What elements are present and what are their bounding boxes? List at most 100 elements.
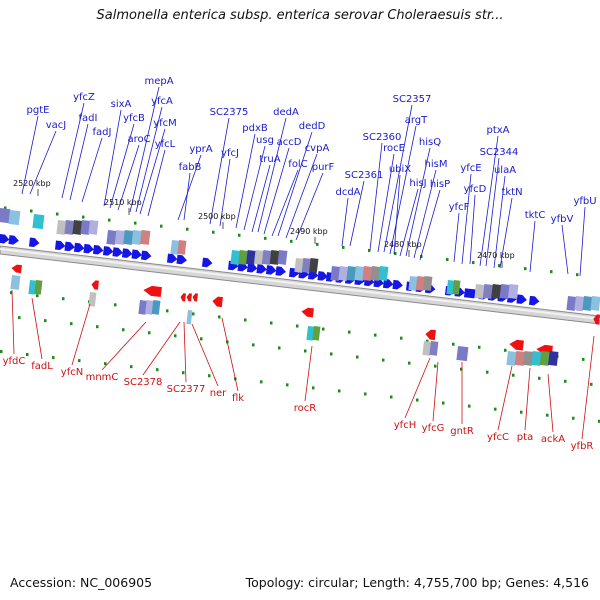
scale-label: 2500 kbp xyxy=(198,212,236,221)
top-gene-label: argT xyxy=(405,115,428,126)
minor-tick xyxy=(498,264,501,268)
bottom-gene-label: yfcG xyxy=(422,423,445,434)
gene-annotation-block xyxy=(590,296,600,311)
map-title: Salmonella enterica subsp. enterica sero… xyxy=(96,8,504,23)
gene-annotation-block xyxy=(246,249,257,265)
gene-leader-line xyxy=(547,373,554,433)
gene-annotation-block xyxy=(446,280,455,295)
backbone-highlight xyxy=(0,248,600,320)
minor-tick xyxy=(590,382,593,386)
gene-annotation-block xyxy=(294,258,304,273)
top-gene-label: fadJ xyxy=(93,127,112,138)
gene-annotation-block xyxy=(28,280,37,295)
gene-leader-line xyxy=(257,117,287,233)
gene-leader-line xyxy=(497,365,513,431)
top-gene-label: yfcD xyxy=(464,184,487,195)
top-gene-label: yprA xyxy=(189,144,212,155)
gene-leader-line xyxy=(581,335,595,440)
top-gene-label: yfcB xyxy=(123,113,145,124)
minor-tick xyxy=(286,383,289,387)
top-gene-label: ptxA xyxy=(486,125,509,136)
minor-tick xyxy=(312,386,315,390)
top-gene-label: aroC xyxy=(127,134,150,145)
gene-leader-line xyxy=(479,135,499,267)
minor-tick xyxy=(156,368,159,372)
gene-leader-line xyxy=(493,175,506,269)
forward-gene-arrow xyxy=(275,266,286,276)
minor-tick xyxy=(192,312,195,316)
gene-annotation-block xyxy=(10,275,21,290)
forward-gene-arrow xyxy=(392,279,403,290)
gene-annotation-block xyxy=(548,351,559,366)
minor-tick xyxy=(122,328,125,332)
bottom-gene-label: yfdC xyxy=(3,356,26,367)
reverse-gene-arrow xyxy=(143,285,162,298)
gene-annotation-block xyxy=(123,230,134,245)
genome-summary: Topology: circular; Length: 4,755,700 bp… xyxy=(245,575,589,590)
gene-leader-line xyxy=(413,169,437,259)
bottom-gene-label: yfcN xyxy=(61,367,83,378)
forward-gene-arrow xyxy=(166,253,178,264)
bottom-gene-label: SC2378 xyxy=(124,377,163,388)
gene-annotation-block xyxy=(330,266,341,281)
top-gene-label: yfcM xyxy=(153,118,177,129)
minor-tick xyxy=(394,251,397,255)
gene-leader-line xyxy=(295,172,324,241)
gene-leader-line xyxy=(61,102,85,199)
gene-leader-line xyxy=(524,367,531,431)
minor-tick xyxy=(244,318,247,322)
gene-leader-line xyxy=(432,361,439,422)
top-gene-label: yfcE xyxy=(460,163,481,174)
gene-leader-line xyxy=(271,169,299,237)
top-gene-label: hisQ xyxy=(419,137,441,148)
gene-annotation-block xyxy=(88,292,97,307)
forward-gene-arrow xyxy=(201,257,213,268)
forward-gene-arrow xyxy=(92,244,104,255)
top-gene-label: yfcL xyxy=(155,139,176,150)
gene-annotation-block xyxy=(138,299,148,315)
gene-annotation-block xyxy=(456,346,469,362)
gene-leader-line xyxy=(183,172,191,221)
gene-annotation-block xyxy=(64,220,75,235)
minor-tick xyxy=(62,297,65,301)
minor-tick xyxy=(160,224,163,228)
gene-annotation-block xyxy=(370,266,381,281)
bottom-gene-label: SC2377 xyxy=(167,384,206,395)
top-gene-label: hisP xyxy=(430,179,450,190)
minor-tick xyxy=(96,325,99,329)
gene-leader-line xyxy=(103,109,122,207)
gene-leader-line xyxy=(142,321,181,376)
forward-gene-arrow xyxy=(516,294,527,304)
minor-tick xyxy=(504,348,507,352)
top-gene-label: ubiX xyxy=(389,164,411,175)
minor-tick xyxy=(446,258,449,262)
minor-tick xyxy=(550,270,553,274)
forward-gene-arrow xyxy=(140,250,152,261)
bottom-gene-label: flk xyxy=(232,393,244,404)
reverse-gene-arrow xyxy=(11,264,22,274)
gene-leader-line xyxy=(393,174,401,255)
top-gene-label: usg xyxy=(256,135,274,146)
minor-tick xyxy=(52,356,55,360)
gene-leader-line xyxy=(277,131,313,237)
gene-annotation-block xyxy=(531,351,542,366)
gene-annotation-block xyxy=(253,249,264,265)
minor-tick xyxy=(218,315,221,319)
gene-leader-line xyxy=(304,345,313,402)
gene-leader-line xyxy=(243,145,266,231)
gene-leader-line xyxy=(369,142,383,251)
forward-gene-arrow xyxy=(0,234,10,244)
gene-leader-line xyxy=(341,197,349,247)
minor-tick xyxy=(82,215,85,219)
top-gene-label: rocE xyxy=(383,143,405,154)
bottom-gene-label: gntR xyxy=(450,426,474,437)
top-gene-label: accD xyxy=(277,137,302,148)
gene-leader-line xyxy=(461,173,472,265)
reverse-gene-arrow xyxy=(186,293,192,302)
top-gene-label: SC2361 xyxy=(345,170,384,181)
bottom-gene-label: yfcH xyxy=(394,420,416,431)
reverse-gene-arrow xyxy=(212,296,223,308)
gene-annotation-block xyxy=(114,230,126,245)
minor-tick xyxy=(546,413,549,417)
